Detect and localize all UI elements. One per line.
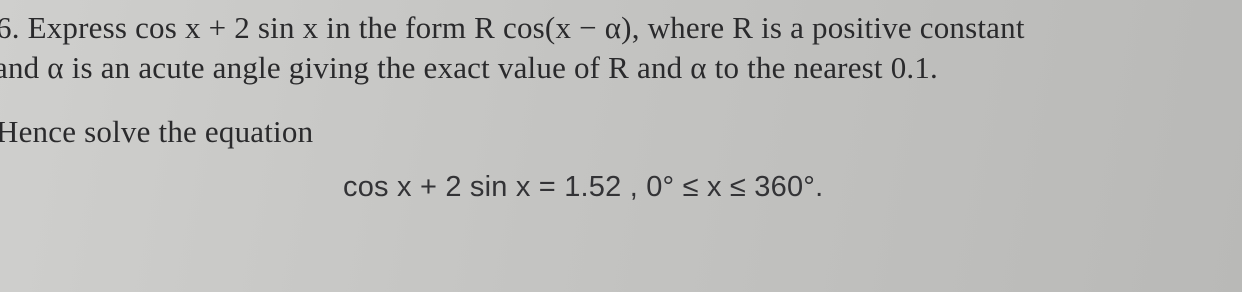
question-line: and α is an acute angle giving the exact…: [0, 50, 938, 85]
question-line: 6. Express cos x + 2 sin x in the form R…: [0, 10, 1025, 45]
instruction: Hence solve the equation: [0, 114, 314, 149]
equation: cos x + 2 sin x = 1.52 , 0° ≤ x ≤ 360°.: [343, 171, 824, 203]
